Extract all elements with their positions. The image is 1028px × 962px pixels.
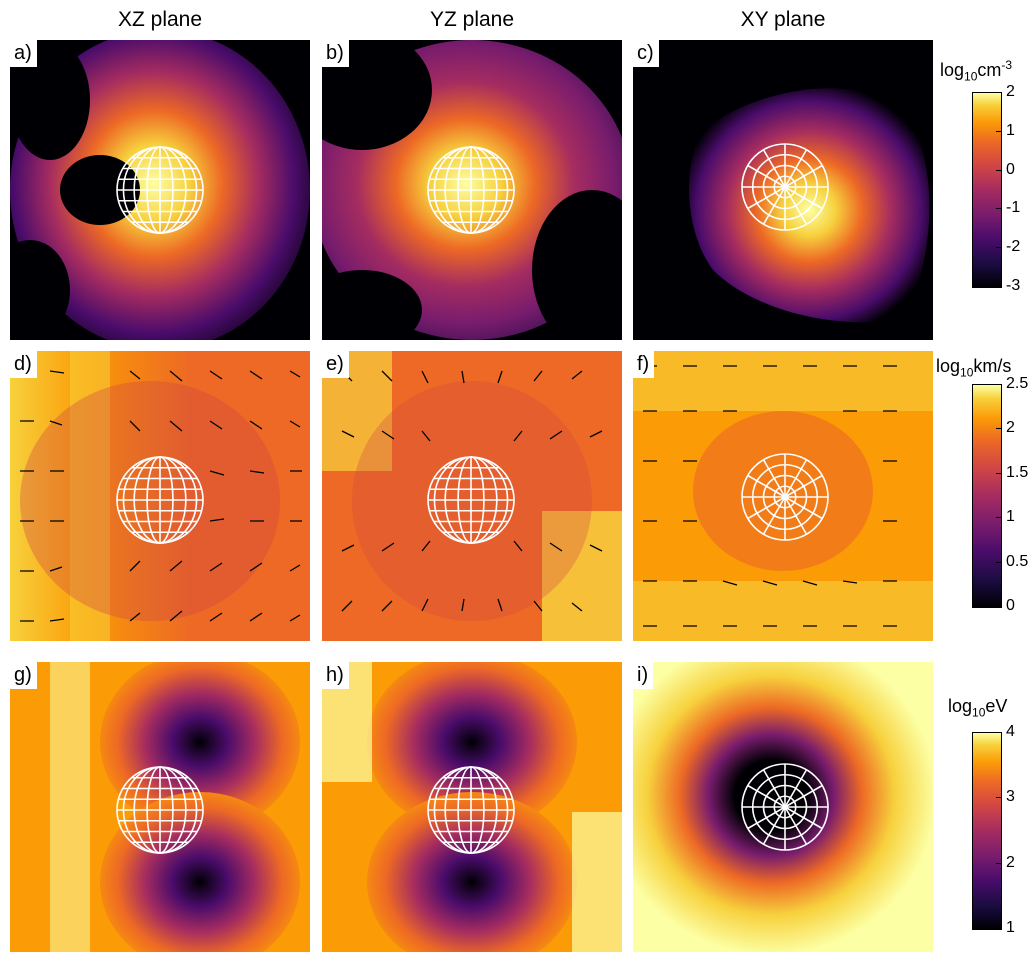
- colorbar-energy: [972, 732, 1002, 930]
- panel-c-image: [633, 40, 933, 340]
- colorbar-tick-mark: [996, 208, 1001, 210]
- colorbar-tick-label: 1: [1006, 121, 1015, 139]
- panel-label: c): [633, 40, 659, 67]
- panel-c: c): [633, 40, 933, 340]
- panel-label: h): [322, 662, 349, 689]
- colorbar-tick-label: 1: [1006, 919, 1015, 936]
- column-title-xz: XZ plane: [117, 8, 203, 31]
- colorbar-tick-label: 2: [1006, 853, 1015, 871]
- colorbar-density: [972, 92, 1002, 288]
- colorbar-tick-mark: [996, 384, 1001, 385]
- colorbar-tick-label: 0: [1006, 597, 1015, 614]
- panel-label: d): [10, 351, 37, 378]
- panel-label: a): [10, 40, 37, 67]
- panel-f: f): [633, 351, 933, 651]
- colorbar-title-density: log10cm-3: [940, 58, 1013, 84]
- colorbar-tick-mark: [996, 561, 1001, 563]
- colorbar-tick-label: 1.5: [1006, 463, 1028, 481]
- colorbar-tick-label: 0: [1006, 160, 1015, 178]
- colorbar-tick-label: -3: [1006, 277, 1021, 294]
- colorbar-tick-mark: [996, 92, 1001, 93]
- colorbar-tick-mark: [996, 247, 1001, 249]
- panel-e: e): [322, 351, 622, 651]
- colorbar-tick-mark: [996, 517, 1001, 519]
- colorbar-tick-label: 2.5: [1006, 375, 1028, 392]
- panel-f-image: [633, 351, 933, 641]
- colorbar-tick-label: -1: [1006, 199, 1021, 217]
- colorbar-tick-mark: [996, 169, 1001, 171]
- panel-a-image: [10, 40, 310, 340]
- panel-d-image: [10, 351, 310, 641]
- column-title-xy: XY plane: [740, 8, 826, 31]
- colorbar-velocity: [972, 384, 1002, 608]
- colorbar-tick-mark: [996, 928, 1001, 929]
- colorbar-tick-mark: [996, 130, 1001, 132]
- panel-b-image: [322, 40, 622, 340]
- colorbar-tick-label: 1: [1006, 508, 1015, 526]
- colorbar-tick-mark: [996, 797, 1001, 799]
- colorbar-title-velocity: log10km/s: [936, 356, 1012, 380]
- colorbar-tick-mark: [996, 862, 1001, 864]
- colorbar-tick-label: 2: [1006, 83, 1015, 100]
- colorbar-tick-label: -2: [1006, 238, 1021, 256]
- panel-i: i): [633, 662, 933, 962]
- velocity-arrows: [341, 370, 603, 612]
- panel-e-image: [322, 351, 622, 641]
- colorbar-tick-mark: [996, 732, 1001, 733]
- colorbar-tick-label: 4: [1006, 723, 1015, 740]
- colorbar-tick-label: 3: [1006, 788, 1015, 806]
- colorbar-tick-label: 2: [1006, 419, 1015, 437]
- velocity-arrows: [20, 370, 302, 622]
- colorbar-title-energy: log10eV: [948, 696, 1008, 720]
- panel-g-image: [10, 662, 310, 952]
- panel-label: b): [322, 40, 349, 67]
- panel-label: i): [633, 662, 654, 689]
- panel-h: h): [322, 662, 622, 962]
- colorbar-tick-mark: [996, 428, 1001, 430]
- colorbar-tick-mark: [996, 286, 1001, 287]
- colorbar-tick-mark: [996, 606, 1001, 607]
- panel-b: b): [322, 40, 622, 340]
- panel-label: f): [633, 351, 655, 378]
- panel-h-image: [322, 662, 622, 952]
- panel-d: d): [10, 351, 310, 651]
- column-title-yz: YZ plane: [429, 8, 515, 31]
- panel-i-image: [633, 662, 933, 952]
- panel-label: e): [322, 351, 349, 378]
- colorbar-tick-label: 0.5: [1006, 552, 1028, 570]
- panel-a: a): [10, 40, 310, 340]
- panel-g: g): [10, 662, 310, 962]
- panel-label: g): [10, 662, 37, 689]
- colorbar-tick-mark: [996, 472, 1001, 474]
